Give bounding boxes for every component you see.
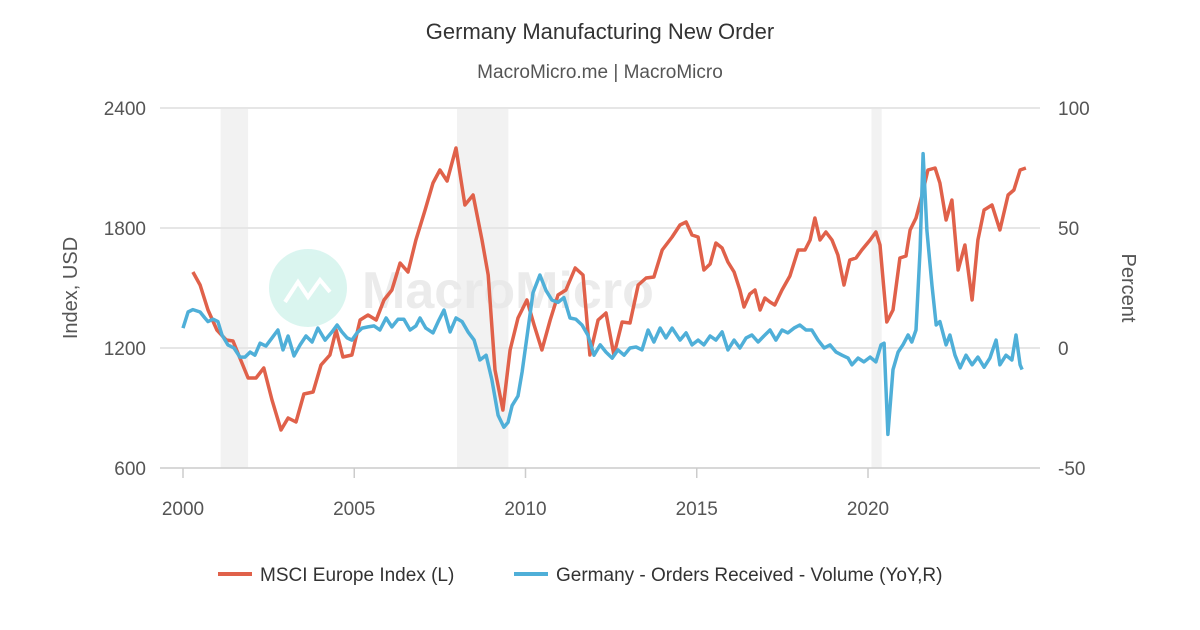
chart-subtitle: MacroMicro.me | MacroMicro: [477, 62, 723, 83]
y-left-tick-label: 1800: [104, 219, 146, 240]
watermark-text: MacroMicro: [362, 262, 654, 320]
y-right-tick-label: 100: [1058, 99, 1090, 120]
legend: MSCI Europe Index (L) Germany - Orders R…: [218, 565, 943, 586]
watermark-logo-icon: [269, 249, 347, 327]
y-axis-left-label: Index, USD: [60, 237, 82, 339]
recession-shade: [457, 108, 509, 468]
series-line-orders: [181, 151, 1024, 437]
legend-label-msci: MSCI Europe Index (L): [260, 565, 454, 586]
y-right-tick-label: -50: [1058, 459, 1085, 480]
x-tick-label: 2000: [162, 499, 204, 520]
y-left-tick-label: 2400: [104, 99, 146, 120]
x-tick-label: 2010: [504, 499, 546, 520]
x-tick-label: 2015: [676, 499, 718, 520]
y-left-tick-label: 600: [114, 459, 146, 480]
series-line-msci: [191, 146, 1027, 432]
y-left-tick-label: 1200: [104, 339, 146, 360]
x-tick-label: 2020: [847, 499, 889, 520]
y-right-tick-label: 0: [1058, 339, 1069, 360]
x-tick-label: 2005: [333, 499, 375, 520]
legend-label-orders: Germany - Orders Received - Volume (YoY,…: [556, 565, 943, 586]
recession-shade: [871, 108, 882, 468]
watermark-logo: MacroMicro: [269, 249, 654, 327]
legend-item-orders[interactable]: Germany - Orders Received - Volume (YoY,…: [514, 565, 943, 586]
watermark-chart-icon: [283, 276, 332, 304]
y-right-tick-label: 50: [1058, 219, 1079, 240]
legend-item-msci[interactable]: MSCI Europe Index (L): [218, 565, 454, 586]
chart-title: Germany Manufacturing New Order: [426, 19, 774, 44]
y-axis-right-label: Percent: [1117, 254, 1139, 323]
recession-shade: [220, 108, 249, 468]
